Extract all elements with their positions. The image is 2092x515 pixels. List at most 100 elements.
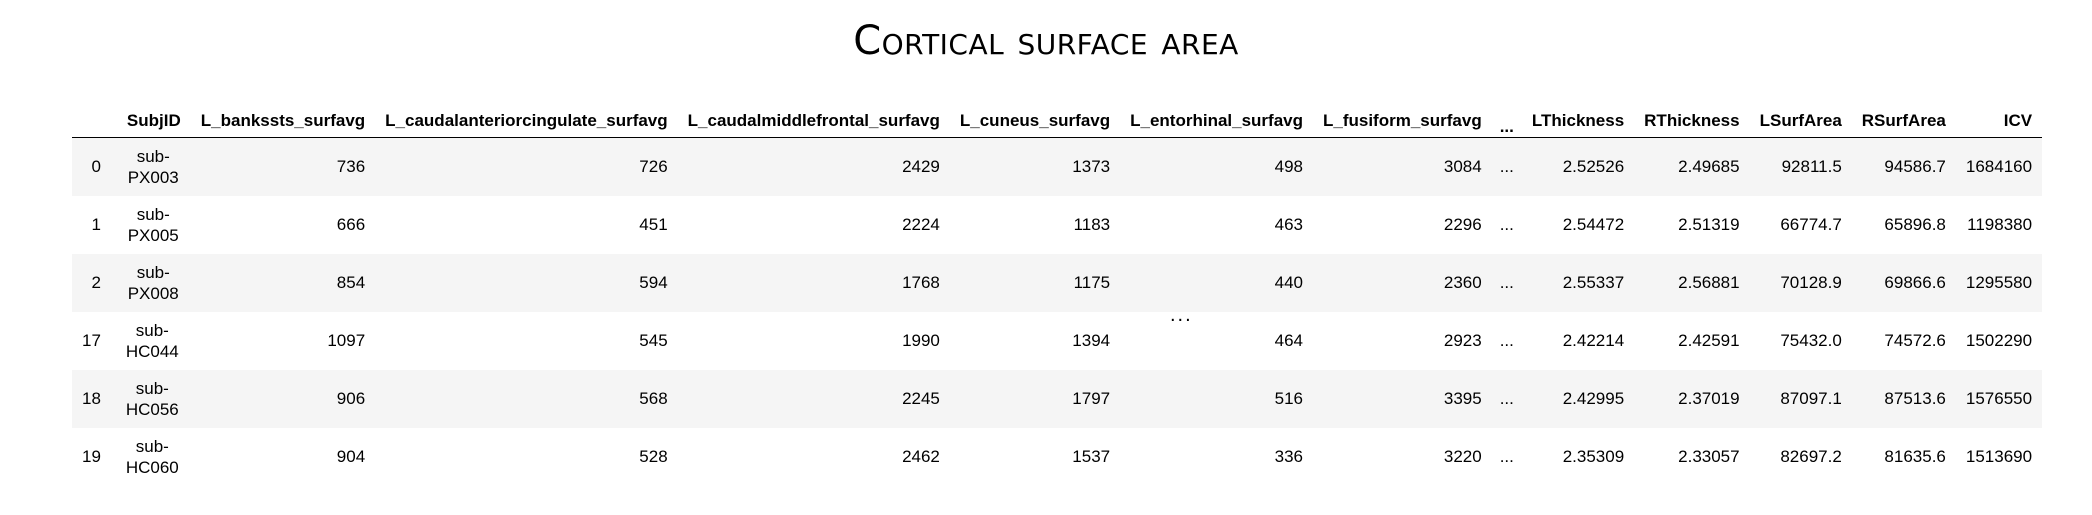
table-cell: 1797 bbox=[949, 370, 1121, 428]
table-body: 0 sub- PX003 736 726 2429 1373 498 3084... 2.5252… bbox=[72, 137, 2043, 486]
subject-id-cell: sub- PX003 bbox=[116, 137, 191, 196]
column-header-l-entorhinal: L_entorhinal_surfavg bbox=[1120, 98, 1313, 138]
column-header-l-fusiform: L_fusiform_surfavg bbox=[1313, 98, 1492, 138]
column-header-rthickness: RThickness bbox=[1634, 98, 1750, 138]
table-cell: 2.49685 bbox=[1634, 137, 1750, 196]
table-cell: 2.42214 bbox=[1521, 312, 1635, 370]
column-header-lthickness: LThickness bbox=[1521, 98, 1635, 138]
subject-id-code: HC060 bbox=[125, 458, 179, 477]
table-cell: ... bbox=[1491, 370, 1522, 428]
table-row: 18 sub- HC056 906 568 2245 1797 516 3395... 2.429… bbox=[72, 370, 2043, 428]
table-cell: 2462 bbox=[677, 428, 950, 486]
table-cell: 2.52526 bbox=[1521, 137, 1635, 196]
subject-id-code: HC044 bbox=[125, 342, 179, 361]
table-cell: 92811.5 bbox=[1749, 137, 1852, 196]
table-cell: 1576550 bbox=[1955, 370, 2043, 428]
subject-id-prefix: sub- bbox=[135, 379, 169, 398]
table-cell: 1175 bbox=[949, 254, 1121, 312]
subject-id-text: sub- HC060 bbox=[126, 436, 179, 478]
table-cell: 463 bbox=[1120, 196, 1313, 254]
table-cell: 70128.9 bbox=[1749, 254, 1852, 312]
table-cell: 2.56881 bbox=[1634, 254, 1750, 312]
subject-id-prefix: sub- bbox=[136, 147, 170, 166]
table-cell: 1198380 bbox=[1955, 196, 2043, 254]
subject-id-cell: sub- PX005 bbox=[116, 196, 191, 254]
table-cell: 736 bbox=[190, 137, 376, 196]
table-cell: ... bbox=[1491, 196, 1522, 254]
table-cell: 82697.2 bbox=[1749, 428, 1852, 486]
table-cell: 2429 bbox=[677, 137, 950, 196]
column-header-rsurfarea: RSurfArea bbox=[1851, 98, 1956, 138]
subject-id-code: PX008 bbox=[127, 284, 179, 303]
table-cell: 2923 bbox=[1313, 312, 1492, 370]
table-cell: 1183 bbox=[949, 196, 1121, 254]
row-index: 17 bbox=[72, 312, 117, 370]
table-cell: 440 bbox=[1120, 254, 1313, 312]
table-cell: 1684160 bbox=[1955, 137, 2043, 196]
column-header-l-bankssts: L_bankssts_surfavg bbox=[190, 98, 376, 138]
subject-id-prefix: sub- bbox=[136, 263, 170, 282]
table-cell: 1097 bbox=[190, 312, 376, 370]
table-cell: 545 bbox=[375, 312, 678, 370]
table-cell: 594 bbox=[375, 254, 678, 312]
table-cell: 726 bbox=[375, 137, 678, 196]
subject-id-text: sub- HC044 bbox=[126, 320, 179, 362]
table-cell: 336 bbox=[1120, 428, 1313, 486]
table-cell: 1990 bbox=[677, 312, 950, 370]
table-cell: 3084 bbox=[1313, 137, 1492, 196]
subject-id-prefix: sub- bbox=[136, 205, 170, 224]
row-index: 18 bbox=[72, 370, 117, 428]
table-cell: 1295580 bbox=[1955, 254, 2043, 312]
table-cell: 906 bbox=[190, 370, 376, 428]
table-cell: 81635.6 bbox=[1851, 428, 1956, 486]
table-cell: 66774.7 bbox=[1749, 196, 1852, 254]
subject-id-code: PX003 bbox=[127, 168, 179, 187]
table-cell: 3220 bbox=[1313, 428, 1492, 486]
table-cell: 2360 bbox=[1313, 254, 1492, 312]
table-cell: 2.54472 bbox=[1521, 196, 1635, 254]
table-cell: 854 bbox=[190, 254, 376, 312]
table-cell: 1513690 bbox=[1955, 428, 2043, 486]
row-index: 2 bbox=[72, 254, 117, 312]
subject-id-text: sub- PX005 bbox=[128, 204, 179, 246]
row-ellipsis: ... bbox=[1170, 304, 1193, 326]
table-cell: 2245 bbox=[677, 370, 950, 428]
table-row: 1 sub- PX005 666 451 2224 1183 463 2296... 2.5447… bbox=[72, 196, 2043, 254]
table-cell: 2.55337 bbox=[1521, 254, 1635, 312]
table-cell: 2.51319 bbox=[1634, 196, 1750, 254]
column-header-ellipsis: ... bbox=[1491, 98, 1522, 138]
subject-id-code: HC056 bbox=[125, 400, 179, 419]
table-cell: 74572.6 bbox=[1851, 312, 1956, 370]
table-header-row: SubjID L_bankssts_surfavg L_caudalanteri… bbox=[72, 98, 2043, 138]
table-cell: 2.35309 bbox=[1521, 428, 1635, 486]
row-index: 0 bbox=[72, 137, 117, 196]
subject-id-text: sub- PX008 bbox=[128, 262, 179, 304]
table-row: 19 sub- HC060 904 528 2462 1537 336 3220... 2.353… bbox=[72, 428, 2043, 486]
column-header-l-cuneus: L_cuneus_surfavg bbox=[949, 98, 1121, 138]
table-cell: ... bbox=[1491, 428, 1522, 486]
table-cell: 2.42995 bbox=[1521, 370, 1635, 428]
table-cell: 451 bbox=[375, 196, 678, 254]
table-cell: 666 bbox=[190, 196, 376, 254]
table-cell: 1394 bbox=[949, 312, 1121, 370]
table-row: 17 sub- HC044 1097 545 1990 1394 464 2923... 2.42… bbox=[72, 312, 2043, 370]
table-cell: ... bbox=[1491, 254, 1522, 312]
table-cell: 69866.6 bbox=[1851, 254, 1956, 312]
column-header-icv: ICV bbox=[1955, 98, 2043, 138]
subject-id-cell: sub- PX008 bbox=[116, 254, 191, 312]
table-cell: 1768 bbox=[677, 254, 950, 312]
column-header-lsurfarea: LSurfArea bbox=[1749, 98, 1852, 138]
table-cell: 65896.8 bbox=[1851, 196, 1956, 254]
column-header-l-caudalmiddlefrontal: L_caudalmiddlefrontal_surfavg bbox=[677, 98, 950, 138]
subject-id-code: PX005 bbox=[127, 226, 179, 245]
subject-id-prefix: sub- bbox=[135, 321, 169, 340]
table-cell: 498 bbox=[1120, 137, 1313, 196]
table-row: 2 sub- PX008 854 594 1768 1175 440 2360... 2.5533… bbox=[72, 254, 2043, 312]
table-cell: 75432.0 bbox=[1749, 312, 1852, 370]
subject-id-text: sub- HC056 bbox=[126, 378, 179, 420]
table-cell: 87097.1 bbox=[1749, 370, 1852, 428]
table-cell: ... bbox=[1491, 137, 1522, 196]
dataframe-table: SubjID L_bankssts_surfavg L_caudalanteri… bbox=[72, 98, 2043, 486]
table-row: 0 sub- PX003 736 726 2429 1373 498 3084... 2.5252… bbox=[72, 137, 2043, 196]
table-cell: 2.37019 bbox=[1634, 370, 1750, 428]
